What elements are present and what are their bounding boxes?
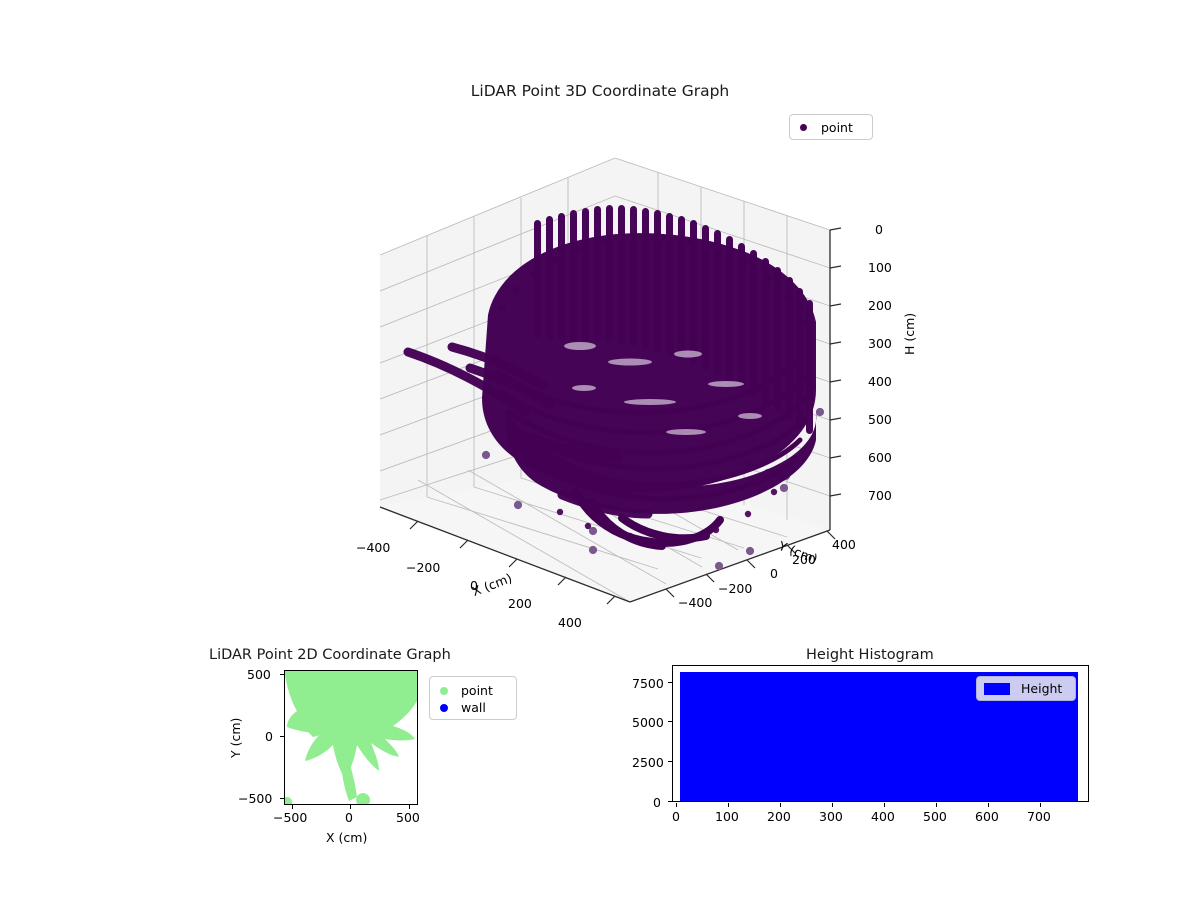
- tick-hist-x-0: 0: [672, 809, 680, 824]
- axis-label-x-2d: X (cm): [326, 830, 368, 845]
- tick-hist-x-600: 600: [975, 809, 999, 824]
- tick-y-400: 400: [832, 537, 856, 552]
- tick-2d-y--500: −500: [238, 791, 273, 806]
- tickmark-hist-x-600: [988, 803, 989, 807]
- tickmark-2d-x-0: [350, 805, 351, 809]
- legend-2d: point wall: [429, 676, 517, 720]
- tickmark-2d-y-0: [280, 736, 284, 737]
- tick-h-100: 100: [868, 260, 892, 275]
- tick-h-400: 400: [868, 374, 892, 389]
- tick-x-200: 200: [508, 596, 532, 611]
- tickmark-hist-x-300: [832, 803, 833, 807]
- point-cloud-3d: [403, 205, 817, 550]
- tick-h-500: 500: [868, 412, 892, 427]
- tickmark-hist-y-2500: [668, 761, 672, 762]
- tick-hist-x-100: 100: [715, 809, 739, 824]
- axis-ticks-y: [665, 530, 836, 598]
- tickmark-hist-x-500: [936, 803, 937, 807]
- legend-wall-marker-icon: [440, 703, 448, 712]
- tickmark-2d-x-500: [409, 805, 410, 809]
- tick-x--400: −400: [356, 540, 391, 555]
- chart-2d-axes[interactable]: [284, 670, 418, 805]
- legend-2d-entry-point: point: [440, 682, 516, 699]
- tick-2d-y-0: 0: [265, 729, 273, 744]
- legend-height-swatch-icon: [984, 682, 1010, 695]
- chart-3d-svg: [379, 157, 842, 605]
- tickmark-2d-y-500: [280, 674, 284, 675]
- axis-ticks-x: [409, 520, 616, 605]
- legend-3d: point: [789, 114, 873, 140]
- tickmark-hist-y-5000: [668, 721, 672, 722]
- tick-2d-x--500: −500: [273, 810, 308, 825]
- tick-h-600: 600: [868, 450, 892, 465]
- tickmark-hist-y-0: [668, 801, 672, 802]
- legend-2d-point-label: point: [461, 683, 493, 698]
- tick-h-200: 200: [868, 298, 892, 313]
- tick-hist-y-7500: 7500: [632, 676, 664, 691]
- axis-ticks-z: [829, 227, 842, 497]
- axis-label-h-3d: H (cm): [902, 312, 917, 355]
- axis-spines-3d: [379, 230, 831, 603]
- axis-label-y-2d: Y (cm): [228, 717, 243, 758]
- tick-y--400: −400: [678, 595, 713, 610]
- tickmark-hist-y-7500: [668, 682, 672, 683]
- tick-2d-x-500: 500: [396, 810, 420, 825]
- tick-hist-x-500: 500: [923, 809, 947, 824]
- chart-3d-axes[interactable]: −400 −200 0 200 400 −400 −200 0 200 400 …: [330, 140, 930, 630]
- tickmark-hist-x-0: [676, 803, 677, 807]
- tickmark-hist-x-700: [1040, 803, 1041, 807]
- tick-y--200: −200: [718, 581, 753, 596]
- tick-hist-x-700: 700: [1027, 809, 1051, 824]
- tick-h-0: 0: [875, 222, 883, 237]
- legend-2d-entry-wall: wall: [440, 699, 516, 716]
- chart-hist-title: Height Histogram: [806, 647, 934, 663]
- tick-hist-y-0: 0: [653, 795, 661, 810]
- tick-2d-y-500: 500: [247, 667, 271, 682]
- tickmark-hist-x-200: [780, 803, 781, 807]
- tick-x--200: −200: [406, 560, 441, 575]
- tickmark-2d-y--500: [280, 798, 284, 799]
- chart-2d-svg: [285, 671, 417, 804]
- tick-h-700: 700: [868, 488, 892, 503]
- tick-x-400: 400: [558, 615, 582, 630]
- cloud-gaps: [564, 342, 762, 435]
- tick-y-200: 200: [792, 552, 816, 567]
- tick-x-0: 0: [470, 578, 478, 593]
- legend-point-label: point: [821, 119, 853, 135]
- tickmark-hist-x-100: [728, 803, 729, 807]
- legend-point-marker-icon: [800, 123, 807, 131]
- legend-2d-wall-label: wall: [461, 700, 486, 715]
- tick-hist-x-200: 200: [767, 809, 791, 824]
- tick-y-0: 0: [770, 566, 778, 581]
- tick-h-300: 300: [868, 336, 892, 351]
- tick-hist-y-5000: 5000: [632, 715, 664, 730]
- legend-point-marker-icon-2d: [440, 686, 448, 695]
- point-cloud-2d: [285, 671, 417, 804]
- legend-hist: Height: [976, 676, 1076, 701]
- chart-2d-title: LiDAR Point 2D Coordinate Graph: [209, 647, 451, 663]
- tick-hist-x-300: 300: [819, 809, 843, 824]
- tick-hist-x-400: 400: [871, 809, 895, 824]
- tick-hist-y-2500: 2500: [632, 755, 664, 770]
- tick-2d-x-0: 0: [345, 810, 353, 825]
- chart-3d-title: LiDAR Point 3D Coordinate Graph: [470, 82, 730, 100]
- legend-height-label: Height: [1021, 681, 1063, 696]
- tickmark-hist-x-400: [884, 803, 885, 807]
- tickmark-2d-x--500: [292, 805, 293, 809]
